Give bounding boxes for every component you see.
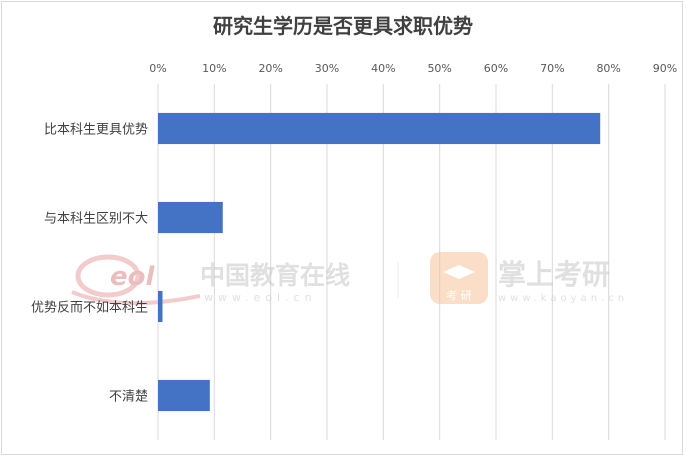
eol-brand-text: 中国教育在线	[200, 261, 350, 290]
eol-logo: eol	[71, 254, 201, 306]
kaoyan-badge-icon: 考 研	[430, 252, 488, 304]
x-tick-label: 70%	[540, 62, 564, 75]
x-tick-label: 30%	[315, 62, 339, 75]
x-tick-label: 90%	[653, 62, 677, 75]
bar	[158, 201, 223, 234]
bar	[158, 379, 210, 412]
bars	[158, 112, 601, 412]
kaoyan-brand-text: 掌上考研	[498, 258, 610, 291]
x-tick-label: 50%	[427, 62, 451, 75]
category-label: 与本科生区别不大	[44, 212, 148, 227]
x-tick-labels: 0% 10% 20% 30% 40% 50% 60% 70% 80% 90%	[149, 62, 677, 75]
bar	[158, 290, 163, 323]
category-label: 不清楚	[109, 390, 148, 405]
x-tick-label: 10%	[202, 62, 226, 75]
x-tick-label: 80%	[596, 62, 620, 75]
x-tick-label: 20%	[258, 62, 282, 75]
eol-url-text: www.eol.cn	[204, 291, 317, 304]
category-label: 比本科生更具优势	[44, 122, 148, 138]
eol-logo-text: eol	[110, 262, 155, 292]
x-tick-label: 60%	[484, 62, 508, 75]
kaoyan-url-text: www.kaoyan.cn	[498, 293, 628, 304]
kaoyan-badge-text: 考 研	[446, 289, 472, 302]
x-tick-label: 0%	[149, 62, 166, 75]
bar	[158, 112, 601, 145]
chart-title: 研究生学历是否更具求职优势	[213, 14, 473, 38]
watermark: eol 中国教育在线 www.eol.cn 考 研 掌上考研 www.kaoya…	[71, 252, 628, 306]
x-tick-label: 40%	[371, 62, 395, 75]
category-label: 优势反而不如本科生	[31, 300, 148, 316]
